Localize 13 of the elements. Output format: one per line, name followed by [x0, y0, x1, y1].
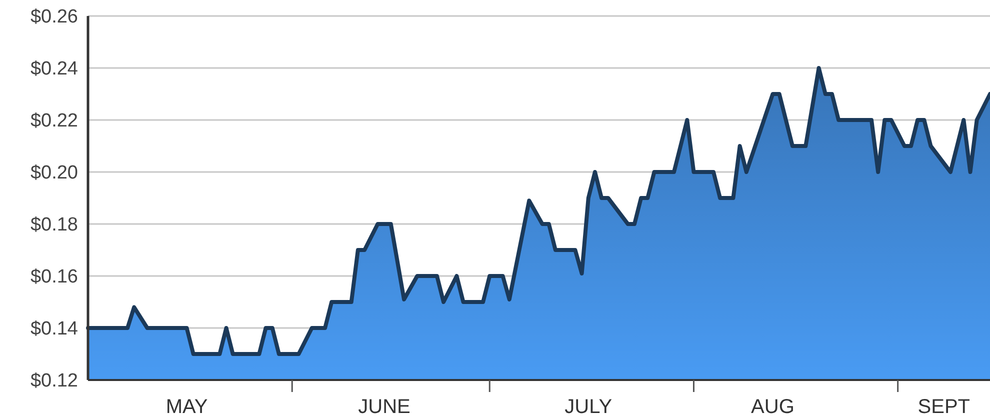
y-tick-label: $0.22: [30, 110, 78, 132]
y-tick-label: $0.16: [30, 266, 78, 288]
x-tick-label: AUG: [751, 396, 794, 418]
x-tick-label: JULY: [564, 396, 612, 418]
y-tick-label: $0.14: [30, 318, 78, 340]
x-tick-label: MAY: [166, 396, 208, 418]
y-tick-label: $0.20: [30, 162, 78, 184]
x-tick-label: JUNE: [358, 396, 410, 418]
y-tick-label: $0.26: [30, 6, 78, 28]
y-tick-label: $0.12: [30, 370, 78, 392]
y-tick-label: $0.18: [30, 214, 78, 236]
y-tick-label: $0.24: [30, 58, 78, 80]
x-tick-label: SEPT: [918, 396, 970, 418]
